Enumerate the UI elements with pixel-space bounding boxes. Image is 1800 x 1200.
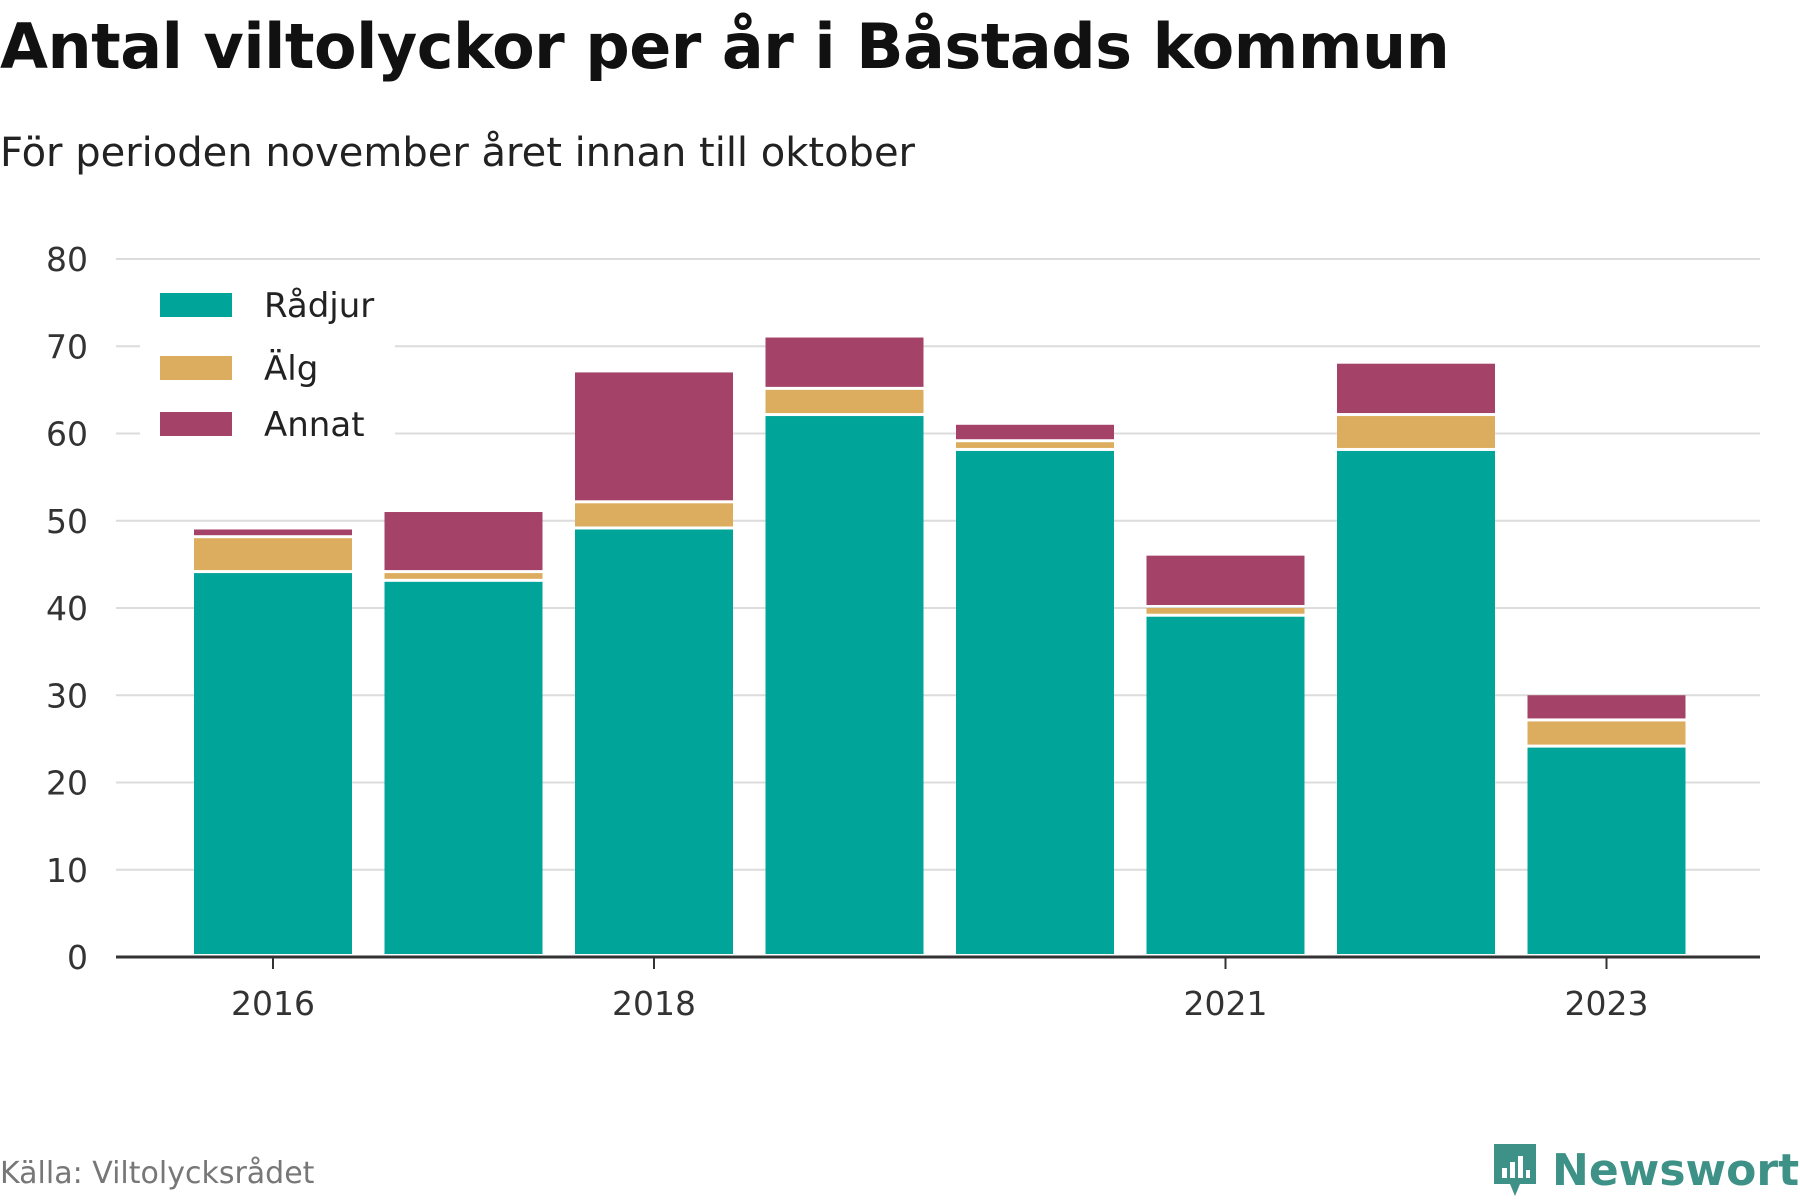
y-tick-label: 20 <box>46 764 88 803</box>
y-tick-label: 60 <box>46 415 88 454</box>
y-tick-label: 50 <box>46 502 88 541</box>
brand-logo: Newsworthy <box>1490 1140 1800 1200</box>
chart-title: Antal viltolyckor per år i Båstads kommu… <box>0 10 1450 83</box>
bar-2021-älg <box>1146 608 1305 614</box>
bar-2016-älg <box>194 538 352 571</box>
x-tick-label: 2018 <box>612 984 696 1023</box>
y-tick-label: 30 <box>46 676 88 715</box>
bar-2016-annat <box>194 529 352 536</box>
source-note: Källa: Viltolycksrådet <box>0 1156 315 1191</box>
bar-2018-älg <box>575 503 733 527</box>
y-tick-label: 80 <box>46 240 88 279</box>
legend-swatch <box>160 293 232 317</box>
bar-2017-älg <box>384 573 543 579</box>
x-tick-label: 2023 <box>1565 984 1649 1023</box>
bar-2022-älg <box>1337 416 1495 448</box>
newsworthy-logo-icon <box>1494 1144 1536 1196</box>
legend-swatch <box>160 412 232 436</box>
y-tick-label: 70 <box>46 327 88 366</box>
legend: Rådjur Älg Annat <box>140 283 395 451</box>
bar-2017-rådjur <box>384 581 543 954</box>
bars <box>194 337 1686 954</box>
legend-label: Rådjur <box>264 286 374 326</box>
bar-2021-rådjur <box>1146 616 1305 954</box>
bar-2021-annat <box>1146 555 1305 605</box>
x-tick-label: 2021 <box>1184 984 1268 1023</box>
bar-2020-annat <box>956 424 1114 440</box>
bar-2023-rådjur <box>1527 747 1686 954</box>
bar-2017-annat <box>384 512 543 571</box>
bar-2022-rådjur <box>1337 450 1495 954</box>
bar-2019-rådjur <box>765 416 924 954</box>
y-axis-labels: 0 10 20 30 40 50 60 70 80 <box>46 240 88 977</box>
bar-2018-annat <box>575 372 733 501</box>
legend-label: Annat <box>264 405 365 445</box>
legend-swatch <box>160 356 232 380</box>
brand-name: Newsworthy <box>1552 1144 1800 1196</box>
bar-2019-annat <box>765 337 924 387</box>
bar-2020-älg <box>956 442 1114 448</box>
bar-2023-annat <box>1527 695 1686 719</box>
chart-subtitle: För perioden november året innan till ok… <box>0 130 915 176</box>
y-tick-label: 0 <box>67 938 88 977</box>
y-tick-label: 40 <box>46 589 88 628</box>
bar-2019-älg <box>765 389 924 414</box>
x-tick-label: 2016 <box>231 984 315 1023</box>
bar-2022-annat <box>1337 363 1495 414</box>
bar-2023-älg <box>1527 721 1686 745</box>
bar-2016-rådjur <box>194 573 352 954</box>
x-axis: 2016 2018 2021 2023 <box>116 955 1760 1023</box>
bar-2018-rådjur <box>575 529 733 954</box>
bar-2020-rådjur <box>956 450 1114 954</box>
y-tick-label: 10 <box>46 851 88 890</box>
legend-label: Älg <box>264 349 318 389</box>
